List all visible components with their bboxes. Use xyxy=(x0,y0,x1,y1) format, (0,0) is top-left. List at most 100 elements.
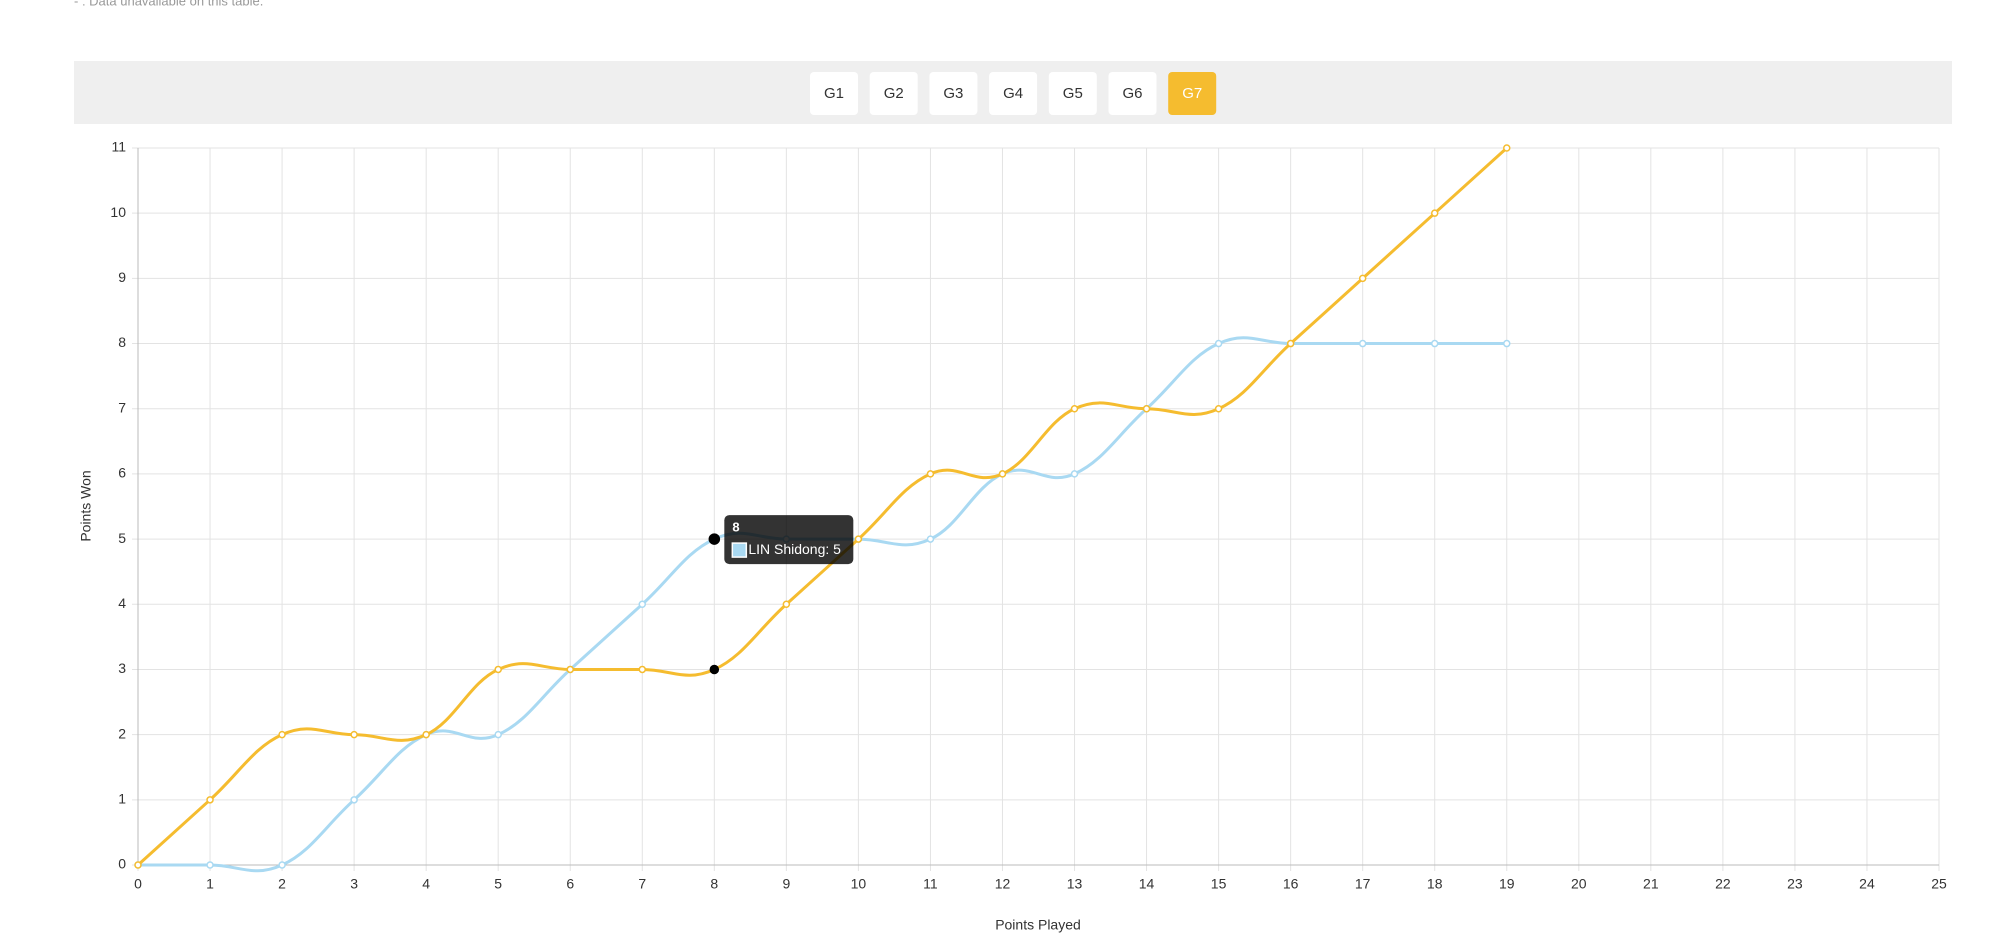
y-tick-label: 7 xyxy=(118,399,126,415)
game-button-bg[interactable] xyxy=(869,72,918,115)
game-button-bg[interactable] xyxy=(1048,72,1097,115)
data-point xyxy=(1070,404,1079,413)
y-axis-label: Points Won xyxy=(78,470,94,541)
game-button[interactable]: G6 xyxy=(1108,72,1157,115)
x-tick-label: 8 xyxy=(710,876,718,892)
data-point xyxy=(1070,470,1079,478)
tooltip-label: LIN Shidong: 5 xyxy=(748,541,841,557)
data-point xyxy=(1286,339,1295,348)
data-point xyxy=(206,861,214,869)
game-button[interactable]: G7 xyxy=(1168,72,1217,115)
x-tick-label: 7 xyxy=(638,876,646,892)
data-point xyxy=(854,535,863,543)
data-point xyxy=(926,470,935,478)
x-tick-label: 15 xyxy=(1211,876,1227,892)
data-point xyxy=(206,796,214,804)
y-tick-label: 4 xyxy=(118,595,126,611)
game-button[interactable]: G5 xyxy=(1048,72,1097,115)
data-point xyxy=(494,730,502,739)
tooltip: 8 LIN Shidong: 5 xyxy=(724,515,854,565)
data-point xyxy=(278,861,286,869)
x-tick-label: 12 xyxy=(995,876,1011,892)
game-button-label[interactable]: G5 xyxy=(1063,85,1083,102)
x-tick-label: 1 xyxy=(206,876,214,892)
x-tick-label: 22 xyxy=(1715,876,1731,892)
data-point xyxy=(638,665,647,674)
x-tick-label: 16 xyxy=(1283,876,1299,892)
game-button-label[interactable]: G3 xyxy=(943,85,963,102)
y-tick-label: 6 xyxy=(118,465,126,481)
game-button[interactable]: G1 xyxy=(810,72,858,115)
x-tick-label: 4 xyxy=(422,876,430,892)
data-point xyxy=(1503,339,1511,348)
y-tick-label: 8 xyxy=(118,334,126,350)
game-button-label[interactable]: G7 xyxy=(1182,85,1202,102)
data-point xyxy=(1430,209,1439,217)
data-point xyxy=(708,533,721,545)
data-point xyxy=(350,796,358,804)
data-point xyxy=(709,664,720,675)
game-button-bg[interactable] xyxy=(989,72,1038,115)
data-point xyxy=(638,600,647,609)
x-tick-label: 24 xyxy=(1859,876,1875,892)
data-point xyxy=(278,730,286,739)
game-button-bg[interactable] xyxy=(1168,72,1217,115)
game-button-label[interactable]: G2 xyxy=(884,85,904,102)
x-tick-label: 20 xyxy=(1571,876,1587,892)
data-point xyxy=(1358,274,1367,283)
y-tick-label: 9 xyxy=(118,269,126,285)
game-button-label[interactable]: G6 xyxy=(1122,85,1142,102)
x-tick-label: 17 xyxy=(1355,876,1371,892)
game-button-bg[interactable] xyxy=(929,72,978,115)
game-button-label[interactable]: G4 xyxy=(1003,85,1023,102)
y-tick-label: 5 xyxy=(118,530,126,546)
data-point xyxy=(926,535,935,543)
game-button[interactable]: G3 xyxy=(929,72,978,115)
table-note: - : Data unavailable on this table. xyxy=(74,0,263,8)
y-tick-label: 0 xyxy=(118,856,126,872)
tooltip-box xyxy=(724,515,854,565)
x-tick-label: 13 xyxy=(1067,876,1083,892)
x-tick-label: 9 xyxy=(782,876,790,892)
game-button[interactable]: G2 xyxy=(869,72,918,115)
data-point xyxy=(134,861,142,869)
game-button-bg[interactable] xyxy=(1108,72,1157,115)
data-point xyxy=(1358,339,1367,348)
data-point xyxy=(422,730,430,739)
x-tick-label: 0 xyxy=(134,876,142,892)
data-point xyxy=(782,600,791,609)
data-point xyxy=(350,730,358,739)
data-point xyxy=(1214,404,1223,413)
game-button-bg[interactable] xyxy=(810,72,858,115)
data-point xyxy=(1214,339,1223,348)
data-point xyxy=(1503,144,1511,152)
data-point xyxy=(1142,404,1151,413)
game-button[interactable]: G4 xyxy=(989,72,1038,115)
x-tick-label: 18 xyxy=(1427,876,1443,892)
tooltip-swatch xyxy=(731,542,748,558)
y-tick-label: 2 xyxy=(118,725,126,741)
y-tick-label: 1 xyxy=(118,791,126,807)
y-tick-label: 10 xyxy=(110,204,126,220)
tooltip-title: 8 xyxy=(732,520,739,535)
x-axis-label: Points Played xyxy=(995,917,1081,933)
x-tick-label: 19 xyxy=(1499,876,1515,892)
x-tick-label: 6 xyxy=(566,876,574,892)
series-line xyxy=(136,146,1508,867)
x-tick-label: 10 xyxy=(851,876,867,892)
y-tick-label: 3 xyxy=(118,660,126,676)
data-point xyxy=(494,665,502,674)
y-tick-label: 11 xyxy=(111,139,126,155)
x-tick-label: 5 xyxy=(494,876,502,892)
data-point xyxy=(998,470,1007,478)
x-tick-label: 3 xyxy=(350,876,358,892)
x-tick-label: 2 xyxy=(278,876,286,892)
game-button-label[interactable]: G1 xyxy=(824,85,844,102)
x-tick-label: 11 xyxy=(923,876,938,892)
x-tick-label: 21 xyxy=(1643,876,1659,892)
data-point xyxy=(1430,339,1439,348)
x-tick-label: 25 xyxy=(1931,876,1947,892)
x-tick-label: 14 xyxy=(1139,876,1155,892)
